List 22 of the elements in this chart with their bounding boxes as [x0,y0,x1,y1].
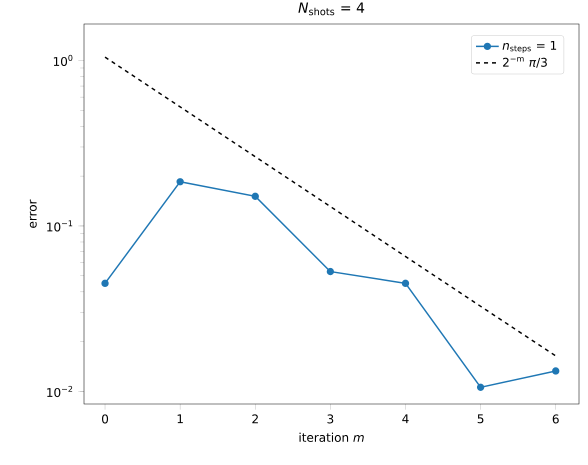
x-tick-label: 1 [178,414,183,424]
x-tick-label: 5 [478,414,484,424]
point [552,367,560,375]
point [252,192,259,200]
x-axis-title: iteration m [300,432,364,442]
y-tick-label: 10$^{0}$ [54,54,72,66]
point [402,280,410,288]
legend-label: 2$^{−m}$ π/3 [503,57,547,68]
legend-label: n$_{steps}$ = 1 [502,41,556,53]
point [101,280,109,288]
x-tick-label: 4 [402,414,409,424]
x-tick-label: 0 [102,414,108,424]
chart-title: N$_{shots}$ = 4 [298,2,364,16]
point [176,178,184,186]
y-tick-label: 10$^{−1}$ [47,220,72,232]
x-tick-label: 3 [327,414,334,424]
x-tick-label: 6 [552,414,559,424]
point [326,268,334,276]
y-axis-title: error [30,199,37,228]
point [476,384,484,391]
y-tick-label: 10$^{−2}$ [47,386,72,398]
x-tick-label: 2 [252,414,258,424]
